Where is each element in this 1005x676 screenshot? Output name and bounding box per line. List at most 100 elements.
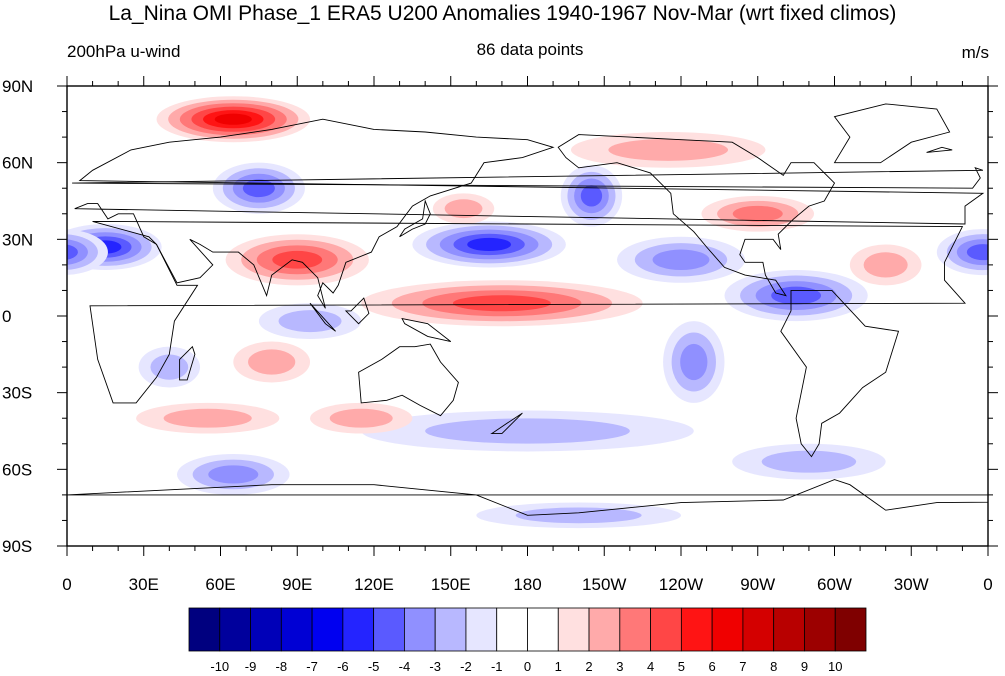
coastline: [344, 297, 370, 325]
anomaly-feature: [67, 229, 988, 276]
colorbar-swatch: [404, 607, 436, 652]
colorbar-swatch: [311, 607, 344, 652]
colorbar: -10 -9 -8 -7 -6 -5 -4 -3 -2 -1 0 1 2 3 4 5 6 7 8 9 10: [188, 607, 867, 674]
colorbar-label: 5: [678, 659, 685, 674]
coastlines: [67, 103, 988, 516]
coastline: [89, 220, 967, 404]
colorbar-swatch: [711, 607, 744, 652]
contour-fields: [67, 96, 988, 529]
coastline: [401, 317, 452, 343]
coastline: [67, 479, 988, 516]
colorbar-swatch: [373, 607, 405, 652]
colorbar-label: 4: [647, 659, 654, 674]
coastline: [309, 302, 336, 332]
colorbar-swatch: [188, 607, 221, 652]
colorbar-swatch: [527, 607, 559, 652]
colorbar-label: 2: [585, 659, 592, 674]
anomaly-feature: [663, 321, 725, 403]
colorbar-label: -5: [368, 659, 380, 674]
colorbar-label: 1: [555, 659, 562, 674]
data-points-label: 86 data points: [476, 40, 584, 59]
colorbar-swatch: [742, 607, 775, 652]
colorbar-swatch: [434, 607, 467, 652]
coastline: [67, 494, 68, 496]
colorbar-label: -4: [399, 659, 411, 674]
colorbar-label: -7: [306, 659, 318, 674]
colorbar-swatch: [219, 607, 251, 652]
anomaly-feature: [310, 402, 413, 434]
lon-tick-label: 120W: [659, 575, 703, 594]
colorbar-swatch: [342, 607, 375, 652]
coastline: [833, 103, 951, 164]
lon-tick-label: 60W: [817, 575, 852, 594]
lon-tick-label: 150W: [582, 575, 626, 594]
colorbar-swatch: [619, 607, 651, 652]
anomaly-feature: [849, 244, 922, 286]
colorbar-label: 6: [709, 659, 716, 674]
lon-tick-label: 120E: [354, 575, 394, 594]
lat-tick-label: 90S: [2, 537, 32, 556]
anomaly-feature: [138, 346, 201, 388]
coastline: [926, 146, 953, 153]
anomaly-feature: [617, 236, 745, 283]
anomaly-feature: [258, 303, 362, 339]
colorbar-label: -1: [491, 659, 503, 674]
lon-tick-label: 30W: [894, 575, 929, 594]
variable-label: 200hPa u-wind: [67, 42, 181, 61]
colorbar-swatch: [804, 607, 836, 652]
colorbar-swatch: [250, 607, 282, 652]
lat-tick-label: 60S: [2, 460, 32, 479]
anomaly-feature: [136, 402, 280, 434]
colorbar-swatch: [588, 607, 621, 652]
lat-tick-label: 60N: [2, 154, 33, 173]
colorbar-swatch: [557, 607, 590, 652]
lon-tick-label: 60E: [205, 575, 235, 594]
anomaly-feature: [361, 410, 694, 452]
colorbar-label: 9: [801, 659, 808, 674]
axis-ticks: [57, 76, 998, 556]
colorbar-label: -3: [429, 659, 441, 674]
anomaly-feature: [560, 165, 623, 227]
colorbar-label: -8: [276, 659, 288, 674]
colorbar-label: -2: [460, 659, 472, 674]
colorbar-label: -10: [210, 659, 229, 674]
anomaly-feature: [225, 234, 369, 286]
colorbar-label: 8: [770, 659, 777, 674]
anomaly-feature: [476, 502, 681, 529]
anomaly-feature: [732, 443, 886, 480]
colorbar-swatch: [773, 607, 805, 652]
latitude-labels: 90N 60N 30N 0 30S 60S 90S: [2, 77, 33, 556]
lon-tick-label: 0: [983, 575, 992, 594]
anomaly-feature: [177, 454, 290, 495]
anomaly-feature: [724, 270, 868, 322]
units-label: m/s: [961, 43, 989, 62]
colorbar-label: -9: [245, 659, 257, 674]
lon-tick-label: 30E: [129, 575, 159, 594]
coastline: [358, 343, 459, 417]
coastline: [490, 412, 523, 435]
longitude-labels: 0 30E 60E 90E 120E 150E 180 150W 120W 90W 60W 30W 0: [62, 575, 992, 594]
page-title: La_Nina OMI Phase_1 ERA5 U200 Anomalies …: [108, 2, 897, 25]
anomaly-feature: [432, 193, 495, 225]
coastline: [179, 345, 196, 381]
lon-tick-label: 150E: [431, 575, 471, 594]
lon-tick-label: 0: [62, 575, 71, 594]
coastline: [74, 118, 985, 309]
colorbar-label: 0: [524, 659, 531, 674]
anomaly-feature: [212, 162, 305, 214]
anomaly-feature: [156, 96, 311, 143]
colorbar-swatch: [680, 607, 713, 652]
colorbar-label: 10: [828, 659, 842, 674]
lon-tick-label: 180: [513, 575, 541, 594]
coastline: [780, 289, 900, 458]
coastline: [72, 167, 984, 189]
anomaly-feature: [570, 132, 766, 168]
colorbar-swatch: [496, 607, 528, 652]
anomaly-feature: [412, 221, 566, 268]
colorbar-label: 3: [616, 659, 623, 674]
lat-tick-label: 90N: [2, 77, 33, 96]
lon-tick-label: 90E: [282, 575, 312, 594]
anomaly-feature: [361, 280, 643, 327]
lat-tick-label: 30N: [2, 230, 33, 249]
